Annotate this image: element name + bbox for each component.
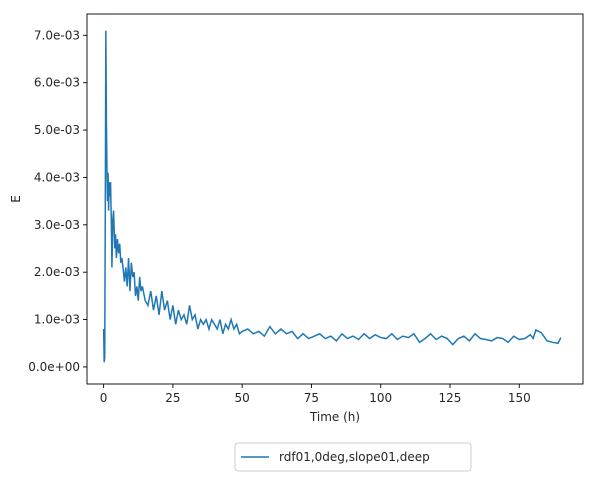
y-tick-label: 4.0e-03 bbox=[34, 170, 80, 184]
legend: rdf01,0deg,slope01,deep bbox=[234, 442, 472, 472]
plot-area bbox=[102, 30, 562, 363]
x-axis-label: Time (h) bbox=[309, 410, 360, 424]
y-tick-label: 7.0e-03 bbox=[34, 28, 80, 42]
x-tick-label: 150 bbox=[508, 391, 531, 405]
y-tick-label: 2.0e-03 bbox=[34, 265, 80, 279]
legend-box bbox=[234, 442, 472, 472]
series-line bbox=[102, 30, 562, 363]
axis-ticks: 0 25 50 75 100 125 150 0.0e+00 1.0e-03 2.0e-03 3.0… bbox=[28, 28, 531, 405]
y-tick-label: 5.0e-03 bbox=[34, 123, 80, 137]
y-axis-label: E bbox=[9, 195, 23, 203]
plot-frame bbox=[86, 13, 584, 385]
x-tick-label: 50 bbox=[235, 391, 250, 405]
x-tick-label: 125 bbox=[439, 391, 462, 405]
y-tick-label: 0.0e+00 bbox=[28, 360, 80, 374]
x-tick-label: 100 bbox=[369, 391, 392, 405]
x-tick-label: 0 bbox=[100, 391, 108, 405]
legend-series-label: rdf01,0deg,slope01,deep bbox=[279, 450, 430, 464]
y-tick-label: 3.0e-03 bbox=[34, 218, 80, 232]
y-tick-label: 6.0e-03 bbox=[34, 76, 80, 90]
x-tick-label: 75 bbox=[304, 391, 319, 405]
y-tick-label: 1.0e-03 bbox=[34, 313, 80, 327]
x-tick-label: 25 bbox=[165, 391, 180, 405]
